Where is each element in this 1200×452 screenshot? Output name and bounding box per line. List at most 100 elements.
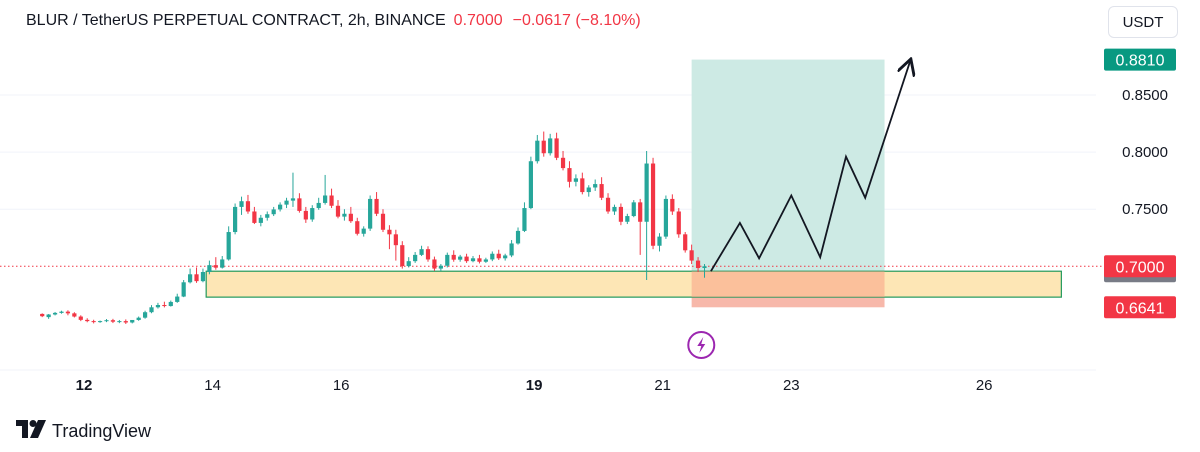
candle-body[interactable] bbox=[554, 138, 559, 158]
candle-body[interactable] bbox=[123, 321, 128, 323]
candle-body[interactable] bbox=[567, 168, 572, 182]
candle-body[interactable] bbox=[657, 236, 662, 246]
candle-body[interactable] bbox=[599, 184, 604, 198]
candle-body[interactable] bbox=[310, 208, 315, 220]
candle-body[interactable] bbox=[380, 213, 386, 230]
candle-body[interactable] bbox=[496, 253, 501, 259]
candle-body[interactable] bbox=[46, 314, 51, 318]
candle-body[interactable] bbox=[316, 202, 321, 209]
candle-body[interactable] bbox=[625, 216, 630, 222]
candle-body[interactable] bbox=[483, 259, 488, 262]
candle-body[interactable] bbox=[40, 313, 45, 317]
candle-body[interactable] bbox=[445, 254, 450, 266]
candle-body[interactable] bbox=[522, 208, 527, 231]
candle-body[interactable] bbox=[162, 305, 167, 307]
candle-body[interactable] bbox=[136, 317, 141, 320]
candle-body[interactable] bbox=[284, 200, 289, 205]
candle-body[interactable] bbox=[477, 258, 482, 262]
candle-body[interactable] bbox=[355, 221, 360, 234]
candle-body[interactable] bbox=[593, 184, 598, 188]
candle-body[interactable] bbox=[702, 266, 707, 269]
candle-body[interactable] bbox=[663, 198, 669, 237]
candle-body[interactable] bbox=[368, 198, 373, 229]
candle-body[interactable] bbox=[194, 274, 199, 282]
candle-body[interactable] bbox=[464, 256, 469, 262]
candle-body[interactable] bbox=[303, 210, 308, 220]
candle-body[interactable] bbox=[470, 258, 476, 262]
candle-body[interactable] bbox=[78, 316, 83, 320]
candle-body[interactable] bbox=[297, 198, 302, 211]
candle-body[interactable] bbox=[503, 255, 508, 259]
candle-body[interactable] bbox=[509, 243, 514, 256]
candle-body[interactable] bbox=[638, 202, 643, 222]
candle-body[interactable] bbox=[400, 245, 405, 267]
candle-body[interactable] bbox=[644, 163, 649, 222]
candle-body[interactable] bbox=[271, 209, 276, 215]
candle-body[interactable] bbox=[252, 211, 257, 223]
candle-body[interactable] bbox=[181, 282, 186, 297]
candle-body[interactable] bbox=[458, 256, 463, 260]
candle-body[interactable] bbox=[187, 274, 193, 283]
candle-body[interactable] bbox=[59, 311, 64, 313]
candle-body[interactable] bbox=[233, 206, 238, 233]
candle-body[interactable] bbox=[72, 313, 77, 317]
candle-body[interactable] bbox=[265, 214, 270, 218]
candle-body[interactable] bbox=[683, 234, 688, 251]
candle-body[interactable] bbox=[168, 301, 173, 307]
candle-body[interactable] bbox=[406, 261, 411, 267]
candle-body[interactable] bbox=[278, 204, 283, 210]
candle-body[interactable] bbox=[104, 320, 109, 322]
candle-body[interactable] bbox=[528, 161, 533, 209]
candle-body[interactable] bbox=[155, 305, 161, 308]
candle-body[interactable] bbox=[419, 249, 424, 255]
candle-body[interactable] bbox=[605, 197, 611, 212]
candle-body[interactable] bbox=[548, 138, 553, 154]
candle-body[interactable] bbox=[535, 140, 540, 162]
candle-body[interactable] bbox=[226, 232, 231, 260]
candle-body[interactable] bbox=[213, 265, 218, 268]
candle-body[interactable] bbox=[85, 319, 90, 322]
candle-body[interactable] bbox=[97, 321, 103, 323]
candle-body[interactable] bbox=[200, 272, 206, 282]
candle-body[interactable] bbox=[670, 198, 675, 212]
candle-body[interactable] bbox=[541, 140, 546, 154]
candle-body[interactable] bbox=[451, 254, 456, 260]
candle-body[interactable] bbox=[695, 260, 701, 269]
candle-body[interactable] bbox=[245, 201, 251, 212]
candle-body[interactable] bbox=[149, 307, 154, 313]
projected-path-arrow[interactable] bbox=[710, 61, 910, 272]
support-zone[interactable] bbox=[205, 270, 1062, 298]
candle-body[interactable] bbox=[438, 265, 443, 269]
candle-body[interactable] bbox=[290, 198, 296, 201]
candle-body[interactable] bbox=[175, 296, 180, 302]
currency-button[interactable]: USDT bbox=[1108, 6, 1178, 38]
candle-body[interactable] bbox=[560, 157, 566, 169]
candle-body[interactable] bbox=[650, 163, 656, 246]
candle-body[interactable] bbox=[413, 254, 418, 262]
candle-body[interactable] bbox=[689, 250, 694, 261]
candle-body[interactable] bbox=[335, 205, 341, 217]
candle-body[interactable] bbox=[142, 312, 148, 318]
candle-body[interactable] bbox=[432, 259, 437, 269]
candle-body[interactable] bbox=[631, 202, 636, 217]
candle-body[interactable] bbox=[342, 213, 347, 217]
candle-body[interactable] bbox=[490, 253, 495, 260]
candle-body[interactable] bbox=[573, 178, 578, 182]
candle-body[interactable] bbox=[117, 321, 122, 323]
candle-body[interactable] bbox=[586, 187, 591, 193]
candle-body[interactable] bbox=[130, 319, 135, 323]
profit-zone[interactable] bbox=[691, 59, 885, 272]
candle-body[interactable] bbox=[91, 321, 96, 323]
candle-body[interactable] bbox=[207, 265, 212, 273]
candle-body[interactable] bbox=[220, 259, 225, 268]
candle-body[interactable] bbox=[515, 230, 521, 244]
candle-body[interactable] bbox=[676, 211, 681, 235]
candle-body[interactable] bbox=[393, 234, 398, 246]
candle-body[interactable] bbox=[65, 311, 71, 314]
candle-body[interactable] bbox=[612, 206, 617, 212]
candle-body[interactable] bbox=[52, 312, 58, 315]
candle-body[interactable] bbox=[348, 213, 353, 222]
candle-body[interactable] bbox=[258, 217, 263, 223]
candle-body[interactable] bbox=[361, 228, 366, 234]
